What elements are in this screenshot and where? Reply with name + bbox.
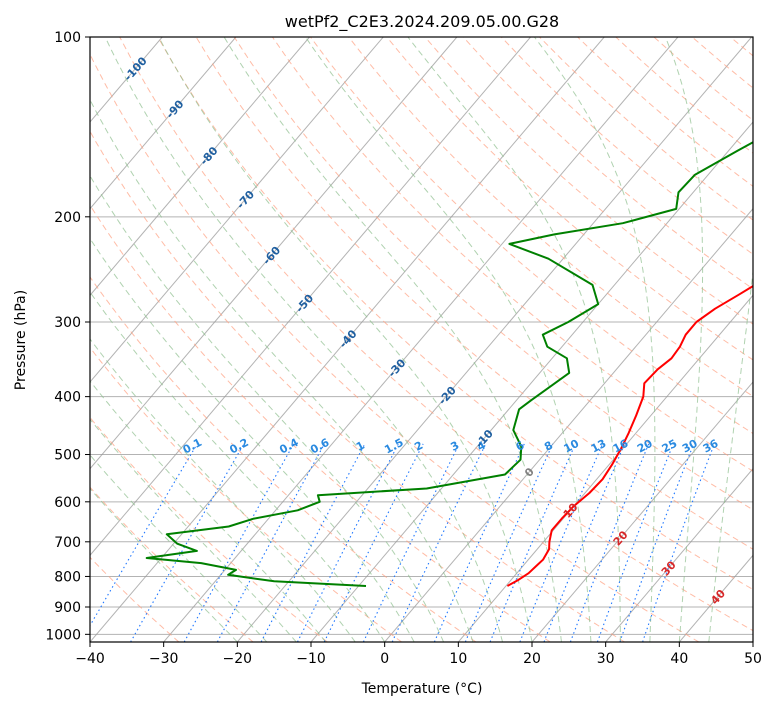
isotherm-line (164, 37, 678, 642)
isotherm-line (679, 37, 775, 642)
x-tick-label: −40 (75, 651, 105, 667)
isotherm-line (237, 37, 751, 642)
mixing-ratio-line (324, 444, 423, 642)
dry-adiabat (349, 37, 775, 642)
y-tick-label: 800 (54, 569, 81, 585)
mixing-ratio-label: 6 (514, 438, 527, 453)
dry-adiabat (0, 37, 327, 642)
y-tick-label: 600 (54, 495, 81, 511)
y-tick-label: 700 (54, 535, 81, 551)
isotherm-line (753, 37, 775, 642)
isotherm-line (606, 37, 775, 642)
moist-adiabat (23, 37, 444, 642)
mixing-ratio-label: 1.5 (382, 436, 405, 457)
mixing-ratio-line (261, 444, 365, 642)
y-tick-label: 300 (54, 315, 81, 331)
mixing-ratio-label: 1 (354, 439, 367, 454)
mixing-ratio-label: 0.2 (227, 436, 250, 457)
y-tick-label: 1000 (45, 627, 81, 643)
x-tick-label: −10 (296, 651, 326, 667)
moist-adiabat (408, 37, 621, 642)
isotherm-line (385, 37, 775, 642)
mixing-ratio-label: 30 (680, 437, 700, 456)
moist-adiabat (61, 37, 474, 642)
mixing-ratio-line (392, 444, 486, 642)
y-tick-label: 500 (54, 448, 81, 464)
mixing-ratio-label: 0.4 (277, 436, 301, 457)
mixing-ratio-line (131, 444, 244, 642)
moist-adiabat (0, 37, 267, 642)
moist-adiabat (0, 37, 355, 642)
mixing-ratio-line (643, 444, 715, 642)
x-tick-label: 0 (380, 651, 389, 667)
background-lines (0, 37, 775, 642)
isotherm-line (0, 37, 310, 642)
mixing-ratio-label: 0.1 (181, 436, 204, 457)
x-tick-label: 30 (597, 651, 615, 667)
y-tick-label: 400 (54, 390, 81, 406)
dry-adiabat (501, 37, 775, 642)
axes: −40 −30 −20 −10 0 10 20 30 40 50 1000 900 800 700 600 5… (45, 30, 762, 667)
x-tick-label: 40 (670, 651, 688, 667)
mixing-ratio-line (81, 444, 198, 642)
dry-adiabat (654, 37, 775, 642)
moist-adiabat (0, 37, 326, 642)
mixing-ratio-label: 16 (611, 437, 631, 456)
y-tick-label: 200 (54, 210, 81, 226)
mixing-ratio-label: 10 (562, 437, 582, 456)
dry-adiabat (387, 37, 775, 642)
moist-adiabat (0, 37, 296, 642)
mixing-ratio-label: 3 (448, 439, 461, 454)
x-axis-label: Temperature (°C) (361, 681, 483, 697)
moist-adiabat (709, 37, 767, 642)
x-tick-label: 20 (523, 651, 541, 667)
y-tick-label: 900 (54, 600, 81, 616)
y-tick-label: 100 (54, 30, 81, 46)
isotherm-line (16, 37, 530, 642)
x-tick-label: 50 (744, 651, 762, 667)
dry-adiabat (0, 37, 476, 642)
dry-adiabat (82, 37, 699, 642)
chart-title: wetPf2_C2E3.2024.209.05.00.G28 (285, 12, 559, 32)
mixing-ratio-label: 20 (635, 437, 655, 456)
isotherm-label: -100 (122, 54, 150, 83)
isotherm-line (311, 37, 775, 642)
mixing-ratio-line (298, 444, 399, 642)
mixing-ratio-label: 8 (542, 439, 555, 454)
dry-adiabat (616, 37, 775, 642)
dry-adiabat (425, 37, 775, 642)
dry-adiabat (120, 37, 774, 642)
mixing-ratio-line (363, 444, 459, 642)
isotherm-line (0, 37, 236, 642)
x-tick-label: −20 (223, 651, 253, 667)
mixing-ratio-line (544, 444, 625, 642)
moist-adiabat (0, 37, 237, 642)
y-axis-label: Pressure (hPa) (13, 290, 29, 390)
mixing-ratio-label: 0.6 (308, 436, 332, 457)
dry-adiabat (692, 37, 775, 642)
mixing-ratio-label: 13 (589, 437, 609, 456)
x-tick-label: −30 (149, 651, 179, 667)
dry-adiabat (540, 37, 775, 642)
isotherm-line (458, 37, 775, 642)
dry-adiabat (5, 37, 550, 642)
dry-adiabat (196, 37, 775, 642)
x-tick-label: 10 (449, 651, 467, 667)
